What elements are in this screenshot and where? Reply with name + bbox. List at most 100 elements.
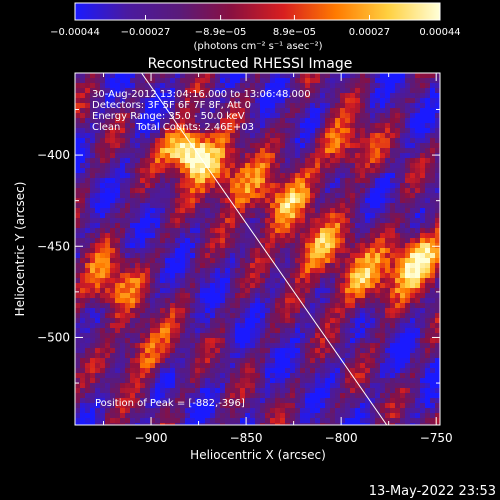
- heatmap-cell: [135, 283, 141, 289]
- heatmap-cell: [195, 193, 201, 199]
- heatmap-cell: [390, 278, 396, 284]
- heatmap-cell: [250, 333, 256, 339]
- heatmap-cell: [210, 113, 216, 119]
- heatmap-cell: [395, 188, 401, 194]
- heatmap-cell: [205, 93, 211, 99]
- heatmap-cell: [225, 98, 231, 104]
- heatmap-cell: [75, 393, 81, 399]
- heatmap-cell: [385, 378, 391, 384]
- heatmap-cell: [210, 153, 216, 159]
- heatmap-cell: [125, 408, 131, 414]
- heatmap-cell: [315, 143, 321, 149]
- heatmap-cell: [395, 383, 401, 389]
- heatmap-cell: [280, 178, 286, 184]
- heatmap-cell: [415, 393, 421, 399]
- heatmap-cell: [90, 293, 96, 299]
- heatmap-cell: [425, 148, 431, 154]
- heatmap-cell: [395, 368, 401, 374]
- heatmap-cell: [235, 353, 241, 359]
- heatmap-cell: [120, 263, 126, 269]
- heatmap-cell: [160, 263, 166, 269]
- heatmap-cell: [120, 143, 126, 149]
- heatmap-cell: [250, 138, 256, 144]
- heatmap-cell: [160, 193, 166, 199]
- heatmap-cell: [115, 353, 121, 359]
- heatmap-cell: [90, 373, 96, 379]
- heatmap-cell: [175, 333, 181, 339]
- heatmap-cell: [125, 398, 131, 404]
- heatmap-cell: [250, 163, 256, 169]
- heatmap-cell: [130, 73, 136, 79]
- heatmap-cell: [215, 358, 221, 364]
- heatmap-cell: [320, 333, 326, 339]
- heatmap-cell: [295, 118, 301, 124]
- heatmap-cell: [330, 353, 336, 359]
- heatmap-cell: [210, 188, 216, 194]
- heatmap-cell: [385, 238, 391, 244]
- heatmap-cell: [420, 88, 426, 94]
- heatmap-cell: [320, 238, 326, 244]
- heatmap-cell: [285, 193, 291, 199]
- heatmap-cell: [95, 303, 101, 309]
- heatmap-cell: [125, 313, 131, 319]
- heatmap-cell: [180, 208, 186, 214]
- heatmap-cell: [360, 263, 366, 269]
- heatmap-cell: [80, 203, 86, 209]
- heatmap-cell: [345, 233, 351, 239]
- heatmap-cell: [290, 408, 296, 414]
- heatmap-cell: [380, 343, 386, 349]
- heatmap-cell: [285, 148, 291, 154]
- heatmap-cell: [265, 213, 271, 219]
- heatmap-cell: [175, 263, 181, 269]
- heatmap-cell: [240, 73, 246, 79]
- heatmap-cell: [310, 383, 316, 389]
- heatmap-cell: [185, 73, 191, 79]
- heatmap-cell: [210, 353, 216, 359]
- heatmap-cell: [275, 323, 281, 329]
- heatmap-cell: [320, 298, 326, 304]
- heatmap-cell: [110, 118, 116, 124]
- heatmap-cell: [125, 83, 131, 89]
- heatmap-cell: [340, 153, 346, 159]
- heatmap-cell: [135, 143, 141, 149]
- heatmap-cell: [280, 323, 286, 329]
- heatmap-cell: [290, 228, 296, 234]
- heatmap-cell: [150, 223, 156, 229]
- heatmap-cell: [425, 213, 431, 219]
- heatmap-cell: [255, 293, 261, 299]
- heatmap-cell: [410, 258, 416, 264]
- heatmap-cell: [350, 163, 356, 169]
- heatmap-cell: [150, 388, 156, 394]
- heatmap-cell: [310, 313, 316, 319]
- heatmap-cell: [435, 78, 440, 84]
- heatmap-cell: [135, 163, 141, 169]
- heatmap-cell: [425, 108, 431, 114]
- heatmap-cell: [290, 258, 296, 264]
- heatmap-cell: [360, 218, 366, 224]
- heatmap-cell: [360, 148, 366, 154]
- heatmap-cell: [405, 318, 411, 324]
- heatmap-cell: [165, 368, 171, 374]
- heatmap-cell: [165, 113, 171, 119]
- heatmap-cell: [285, 93, 291, 99]
- heatmap-cell: [345, 113, 351, 119]
- heatmap-cell: [80, 118, 86, 124]
- heatmap-cell: [160, 278, 166, 284]
- heatmap-cell: [140, 198, 146, 204]
- heatmap-cell: [340, 283, 346, 289]
- heatmap-cell: [230, 208, 236, 214]
- heatmap-cell: [100, 378, 106, 384]
- heatmap-cell: [265, 378, 271, 384]
- heatmap-cell: [325, 378, 331, 384]
- heatmap-cell: [90, 113, 96, 119]
- heatmap-cell: [110, 398, 116, 404]
- heatmap-cell: [175, 258, 181, 264]
- heatmap-cell: [245, 93, 251, 99]
- heatmap-cell: [115, 158, 121, 164]
- heatmap-cell: [305, 323, 311, 329]
- heatmap-cell: [430, 333, 436, 339]
- heatmap-cell: [125, 278, 131, 284]
- heatmap-cell: [255, 233, 261, 239]
- heatmap-cell: [310, 108, 316, 114]
- heatmap-cell: [135, 258, 141, 264]
